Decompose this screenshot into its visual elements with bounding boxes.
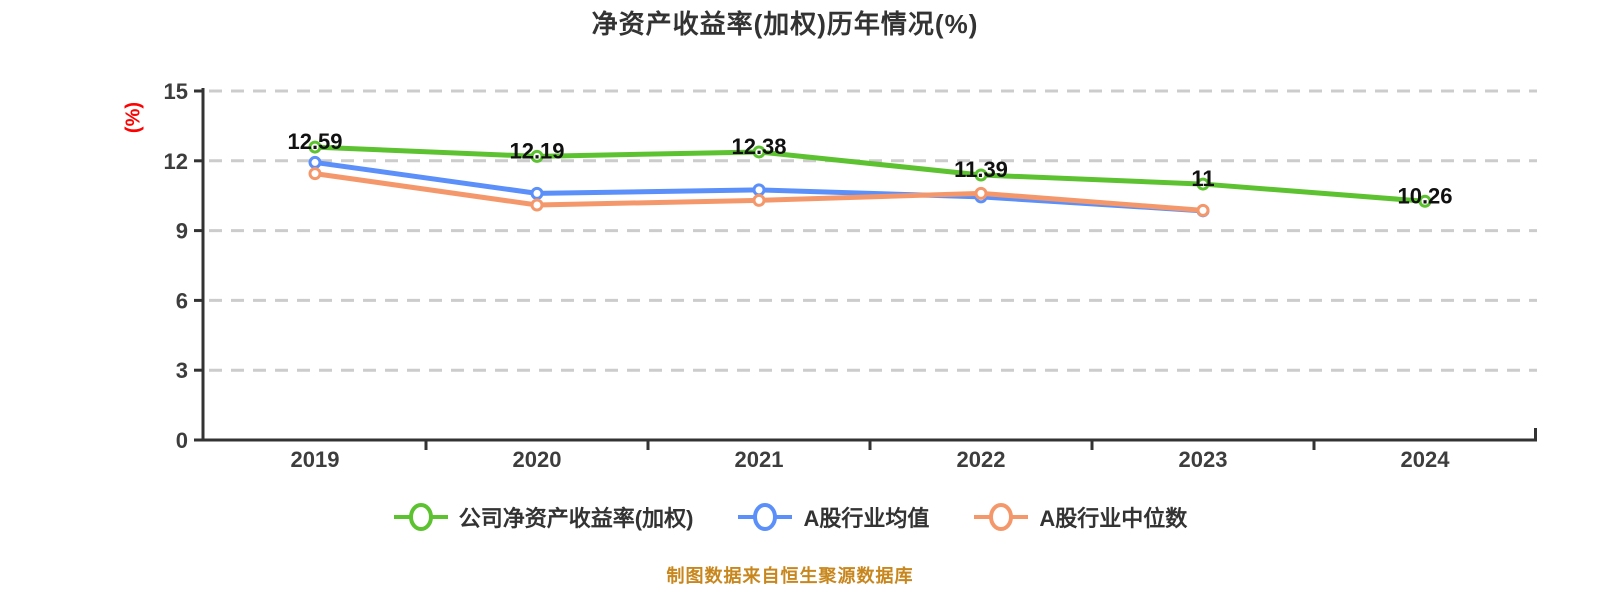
data-point [308, 140, 322, 154]
chart-title: 净资产收益率(加权)历年情况(%) [591, 9, 979, 39]
y-tick-label: 9 [176, 219, 188, 244]
y-tick-label: 15 [164, 79, 188, 104]
data-point [752, 193, 766, 207]
y-tick-label: 0 [176, 428, 188, 453]
x-tick-label: 2022 [957, 447, 1006, 472]
legend-item-industry-mean[interactable]: A股行业均值 [737, 501, 929, 533]
chart-legend: 公司净资产收益率(加权) A股行业均值 A股行业中位数 [0, 501, 1580, 533]
data-point [752, 183, 766, 197]
data-point-label: 10.26 [1397, 183, 1452, 208]
data-point-label: 12.38 [731, 134, 786, 159]
data-point [530, 198, 544, 212]
x-tick-label: 2019 [291, 447, 340, 472]
x-tick-label: 2020 [513, 447, 562, 472]
data-point-label: 11 [1191, 166, 1214, 191]
data-point-label: 12.19 [509, 138, 564, 163]
legend-item-company-roe[interactable]: 公司净资产收益率(加权) [393, 501, 694, 533]
legend-item-industry-median[interactable]: A股行业中位数 [973, 501, 1187, 533]
data-point [1196, 203, 1210, 217]
data-source-note: 制图数据来自恒生聚源数据库 [666, 566, 914, 586]
data-point [1196, 177, 1210, 191]
data-point [530, 186, 544, 200]
data-point-label: 12.59 [287, 129, 342, 154]
legend-label-industry-mean: A股行业均值 [803, 506, 930, 531]
legend-marker-industry-mean-icon [738, 503, 793, 531]
y-tick-label: 3 [176, 358, 188, 383]
data-point [308, 155, 322, 169]
data-point [974, 186, 988, 200]
data-point-label: 11.39 [954, 157, 1008, 182]
data-point [974, 168, 988, 182]
y-tick-label: 12 [164, 149, 188, 174]
legend-marker-industry-median-icon [974, 503, 1029, 531]
x-tick-label: 2021 [735, 447, 784, 472]
data-point [308, 167, 322, 181]
legend-marker-company-icon [393, 503, 448, 531]
x-tick-label: 2023 [1179, 447, 1228, 472]
series-line-0 [312, 144, 1428, 204]
y-tick-label: 6 [176, 288, 188, 313]
data-point [752, 145, 766, 159]
data-point [530, 149, 544, 163]
legend-label-company-roe: 公司净资产收益率(加权) [458, 506, 694, 531]
x-tick-label: 2024 [1401, 447, 1451, 472]
legend-label-industry-median: A股行业中位数 [1039, 506, 1188, 531]
data-point [1418, 194, 1432, 208]
